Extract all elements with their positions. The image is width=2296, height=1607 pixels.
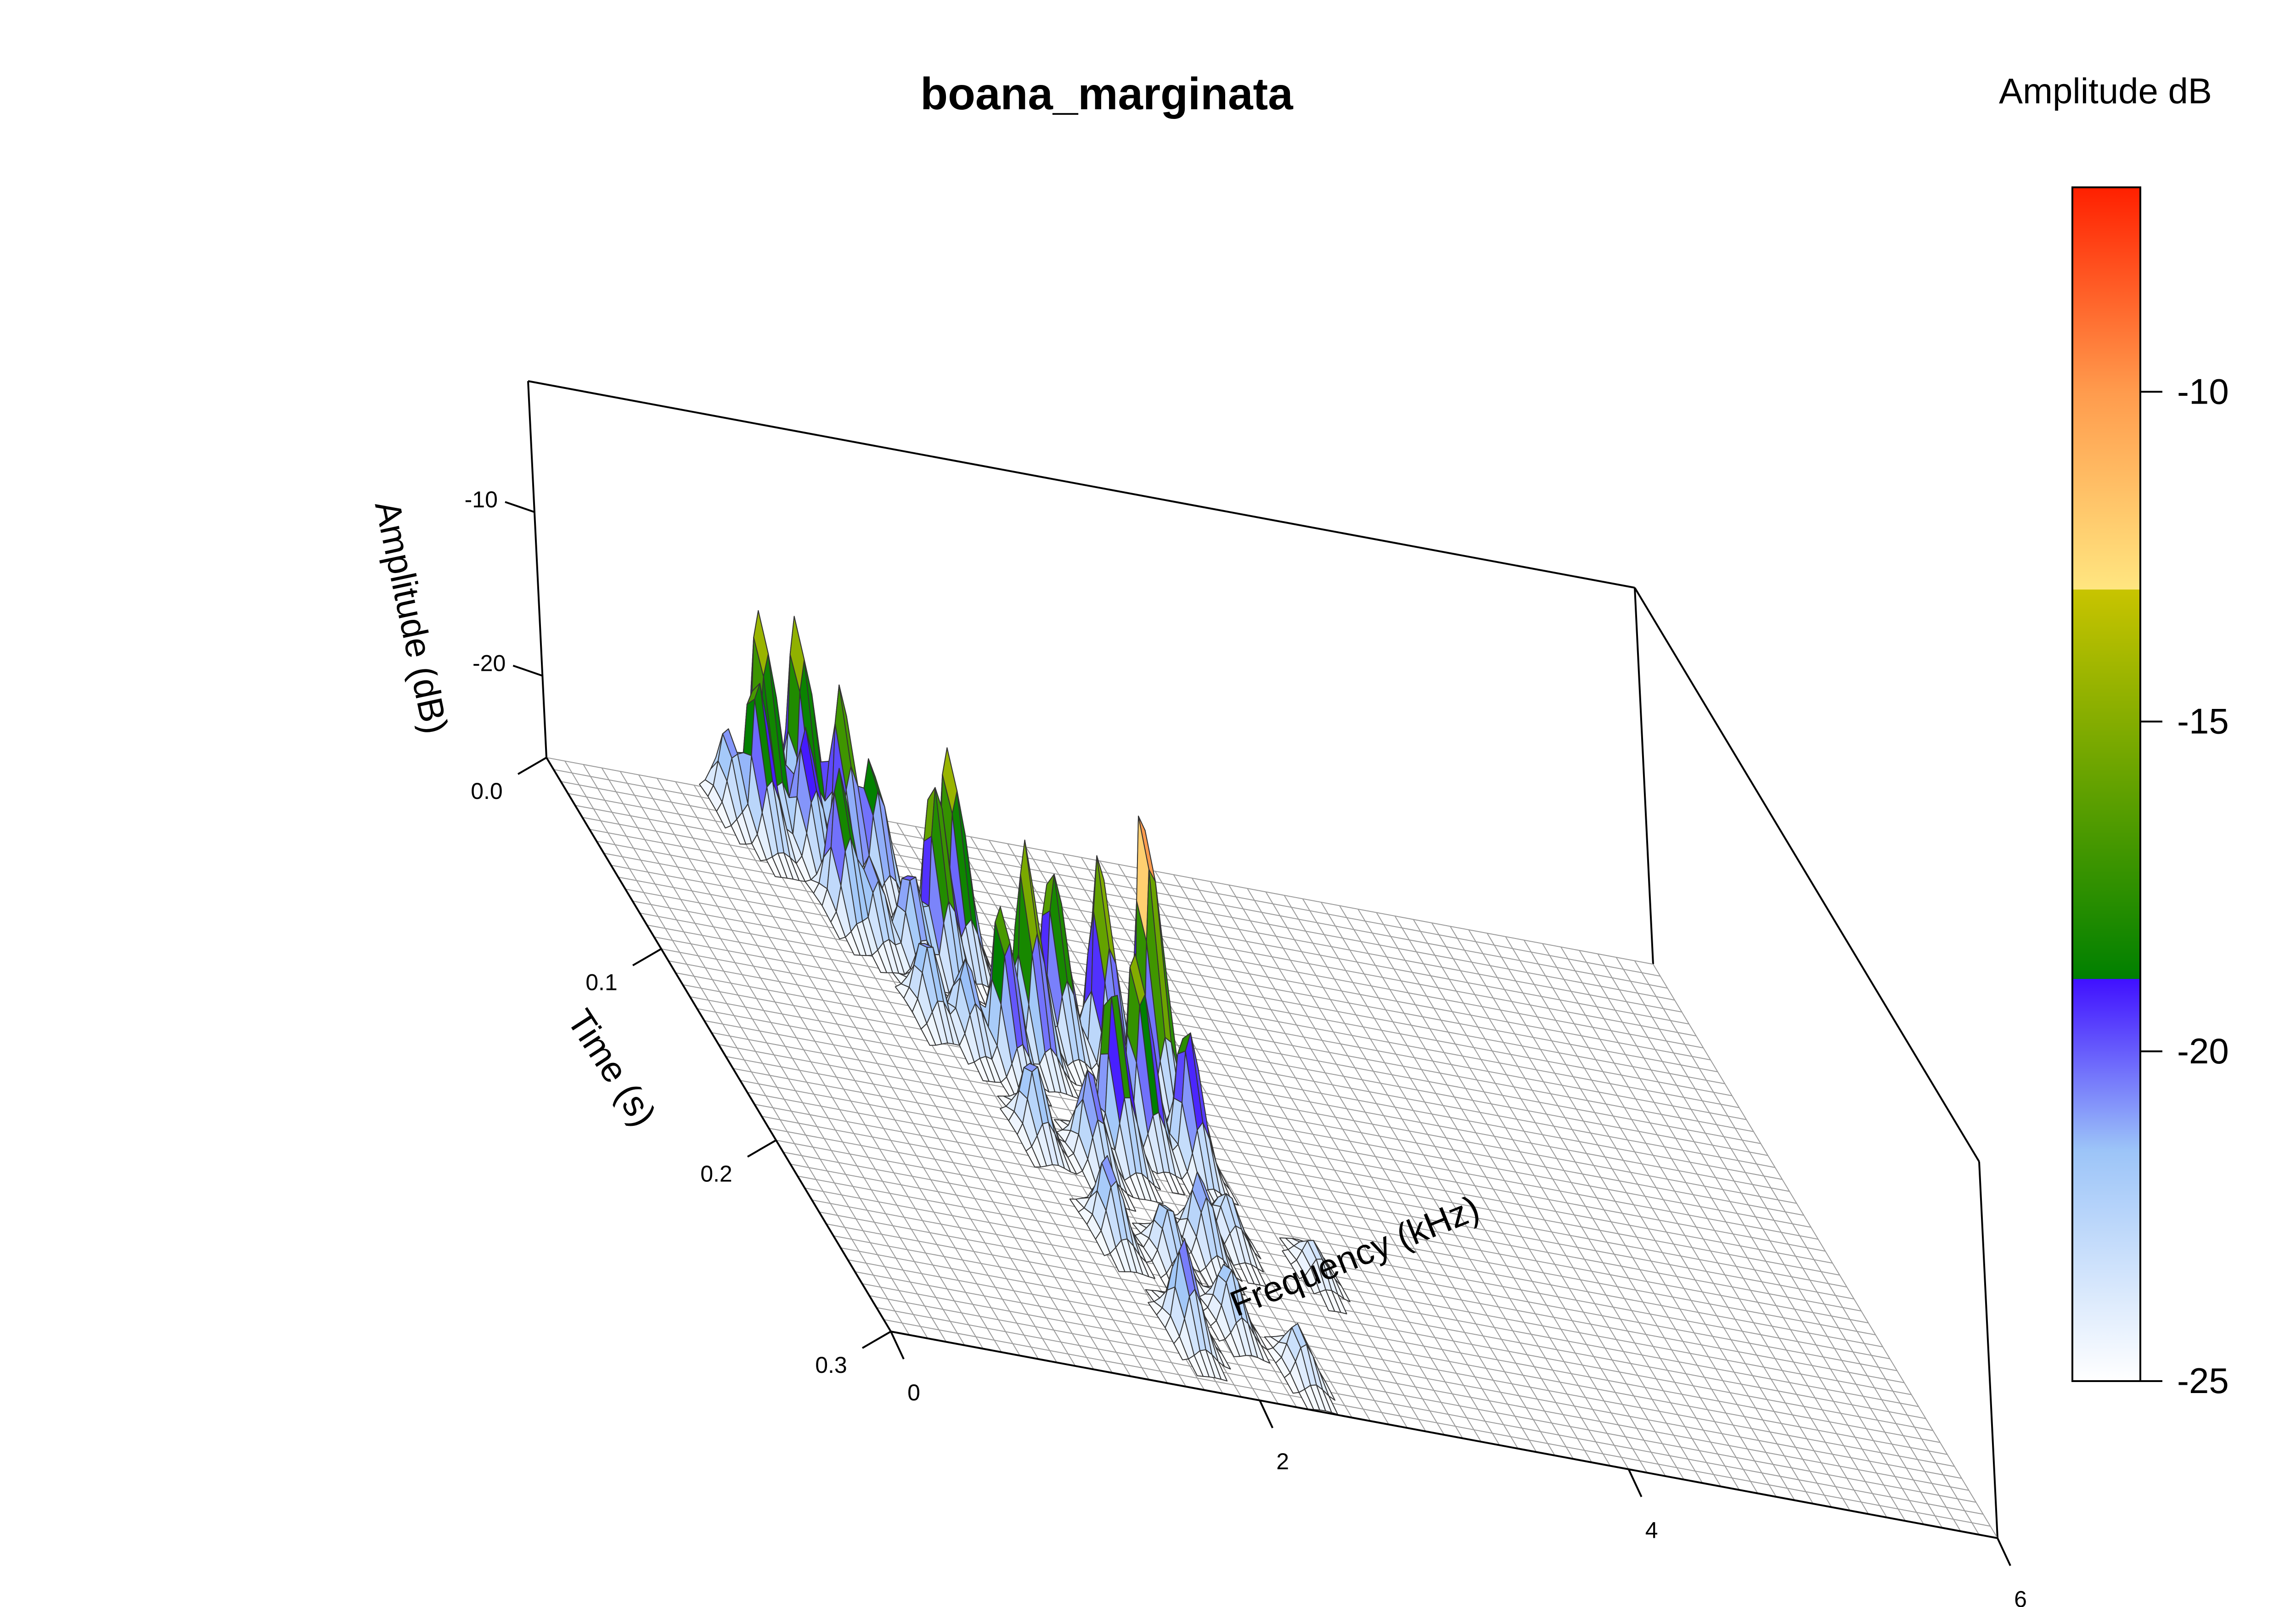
surface-facet <box>1188 1355 1204 1377</box>
surface-facets <box>699 610 1351 1415</box>
grid-line <box>632 900 1739 1108</box>
plot-box-back <box>527 380 1998 1539</box>
x-tick-mark <box>1259 1400 1274 1428</box>
z-tick-label: -20 <box>473 651 506 676</box>
grid-line <box>668 960 1775 1168</box>
surface-facet <box>845 931 861 956</box>
box-edge <box>546 757 892 1332</box>
grid-line <box>704 1020 1811 1228</box>
grid-line <box>805 1187 1912 1395</box>
box-edge <box>527 381 547 758</box>
box-edge <box>1634 587 1654 965</box>
grid-line <box>790 1163 1897 1371</box>
grid-line <box>682 984 1790 1192</box>
box-edge <box>890 1331 1998 1539</box>
colorbar-gradient <box>2071 186 2141 1382</box>
z-tick-mark <box>512 664 543 677</box>
surface-facet <box>920 1023 936 1046</box>
surface-facet <box>974 1058 990 1082</box>
x-axis-title: Frequency (kHz) <box>1224 1187 1485 1324</box>
grid-line <box>862 1283 1969 1491</box>
y-axis-title: Time (s) <box>560 1002 664 1133</box>
colorbar-title: Amplitude dB <box>1999 71 2212 111</box>
y-tick-label: 0.1 <box>585 970 618 995</box>
grid-line <box>884 1319 1991 1527</box>
x-tick-mark <box>1997 1538 2011 1566</box>
colorbar-tick-label: -15 <box>2177 701 2229 742</box>
y-tick-mark <box>861 1331 892 1349</box>
grid-line <box>747 1092 1854 1300</box>
x-tick-label: 0 <box>907 1380 920 1405</box>
y-tick-label: 0.2 <box>700 1161 732 1186</box>
grid-line <box>840 1247 1947 1455</box>
y-tick-mark <box>517 757 547 775</box>
grid-line <box>876 1307 1983 1515</box>
plot-box-front <box>546 757 1998 1539</box>
box-edge <box>1978 1161 1998 1539</box>
colorbar-tick-label: -10 <box>2177 371 2229 411</box>
axes: 0 2 4 6 0.0 0.1 0.2 0.3 -10 -20 <box>465 487 2027 1607</box>
surface-facet <box>872 950 887 973</box>
grid-line <box>797 1175 1905 1383</box>
grid-line <box>639 912 1747 1120</box>
grid-line <box>690 996 1797 1204</box>
colorbar-tick-label: -20 <box>2177 1031 2229 1071</box>
surface-facet <box>731 819 747 845</box>
surface-facet <box>1319 1289 1335 1312</box>
surface-facet <box>1224 1332 1240 1357</box>
surface-facet <box>1163 1171 1179 1194</box>
surface-facet <box>1109 1247 1125 1272</box>
box-edge <box>1634 587 1980 1163</box>
grid-line <box>718 1044 1826 1252</box>
y-tick-label: 0.0 <box>471 778 503 804</box>
z-tick-label: -10 <box>465 487 498 512</box>
grid-line <box>855 1271 1962 1479</box>
colorbar: Amplitude dB -10 -15 -20 -25 <box>1999 71 2229 1401</box>
grid-line <box>848 1259 1955 1467</box>
grid-line <box>647 924 1754 1132</box>
grid-line <box>711 1032 1818 1240</box>
y-tick-mark <box>747 1139 777 1158</box>
surface-facet <box>766 856 782 878</box>
x-tick-mark <box>1627 1469 1643 1497</box>
chart-title: boana_marginata <box>920 68 1294 119</box>
grid-line <box>761 1116 1868 1324</box>
grid-line <box>740 1080 1847 1288</box>
colorbar-tick-label: -25 <box>2177 1360 2229 1401</box>
grid-line <box>625 888 1733 1096</box>
grid-line <box>811 1199 1919 1407</box>
grid-line <box>783 1152 1890 1360</box>
grid-line <box>726 1056 1833 1264</box>
box-edge <box>528 380 1635 589</box>
grid-line <box>869 1295 1976 1503</box>
x-tick-label: 6 <box>2014 1586 2027 1607</box>
y-tick-mark <box>632 948 662 966</box>
grid-line <box>833 1235 1941 1443</box>
x-tick-label: 4 <box>1645 1517 1658 1543</box>
grid-line <box>826 1223 1933 1431</box>
grid-line <box>776 1140 1883 1348</box>
grid-line <box>754 1104 1862 1312</box>
z-tick-mark <box>505 501 535 513</box>
grid-line <box>675 972 1783 1180</box>
grid-line <box>769 1128 1876 1336</box>
grid-line <box>819 1211 1926 1419</box>
x-tick-mark <box>890 1331 905 1360</box>
y-tick-label: 0.3 <box>815 1352 847 1378</box>
z-axis-title: Amplitude (dB) <box>367 497 456 737</box>
surface-facet <box>1238 1262 1255 1285</box>
grid-line <box>654 936 1761 1144</box>
grid-line <box>733 1068 1840 1276</box>
surface-facet <box>1025 1146 1041 1168</box>
grid-line <box>661 948 1768 1156</box>
x-tick-label: 2 <box>1276 1449 1289 1474</box>
grid-line <box>618 877 1725 1084</box>
grid-line <box>697 1008 1804 1216</box>
